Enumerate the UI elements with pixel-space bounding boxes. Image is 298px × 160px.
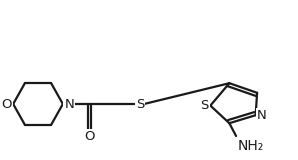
Text: NH₂: NH₂	[238, 139, 264, 153]
Text: N: N	[64, 97, 74, 111]
Text: S: S	[201, 99, 209, 112]
Text: O: O	[84, 130, 95, 143]
Text: N: N	[257, 109, 267, 122]
Text: S: S	[136, 97, 145, 111]
Text: O: O	[1, 97, 12, 111]
